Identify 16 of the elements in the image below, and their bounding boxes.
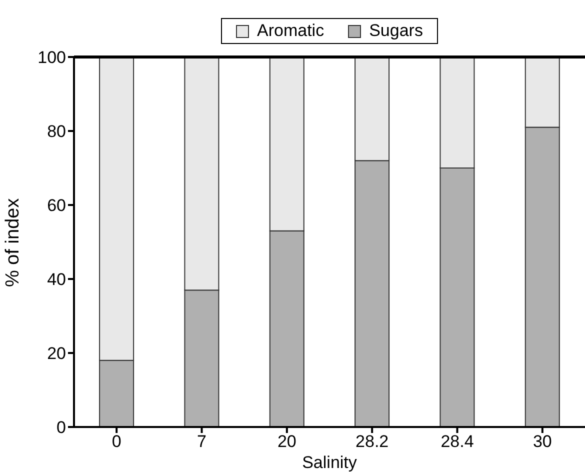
- y-tick-label: 20: [47, 344, 66, 364]
- y-tick-label: 100: [38, 48, 66, 68]
- y-tick-label: 0: [56, 418, 66, 438]
- legend-label: Sugars: [368, 21, 423, 41]
- x-tick-label: 28.2: [356, 432, 389, 452]
- y-tick-label: 60: [47, 196, 66, 216]
- y-tick-label: 80: [47, 122, 66, 142]
- x-axis-title: Salinity: [302, 453, 358, 472]
- x-tick-label: 7: [197, 432, 206, 452]
- y-axis-title: % of index: [2, 198, 24, 287]
- x-tick-label: 0: [112, 432, 122, 452]
- legend-label: Aromatic: [256, 21, 324, 41]
- x-tick-label: 28.4: [440, 432, 474, 452]
- x-tick-label: 30: [532, 432, 552, 452]
- x-tick-label: 20: [277, 432, 296, 452]
- y-tick-label: 40: [47, 270, 66, 290]
